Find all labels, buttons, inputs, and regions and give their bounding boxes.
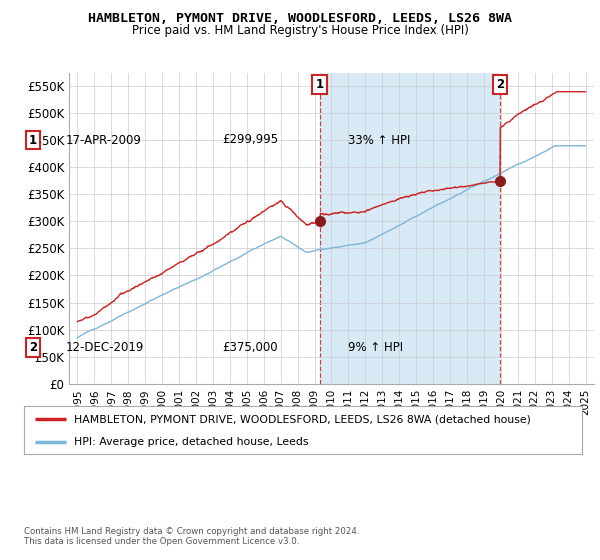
Text: HPI: Average price, detached house, Leeds: HPI: Average price, detached house, Leed… xyxy=(74,437,309,447)
Bar xyxy=(320,73,500,384)
Text: £375,000: £375,000 xyxy=(222,340,278,354)
Text: 33% ↑ HPI: 33% ↑ HPI xyxy=(348,133,410,147)
Text: HAMBLETON, PYMONT DRIVE, WOODLESFORD, LEEDS, LS26 8WA: HAMBLETON, PYMONT DRIVE, WOODLESFORD, LE… xyxy=(88,12,512,25)
Text: £299,995: £299,995 xyxy=(222,133,278,147)
Text: 1: 1 xyxy=(316,78,324,91)
Text: 1: 1 xyxy=(29,133,37,147)
Text: HAMBLETON, PYMONT DRIVE, WOODLESFORD, LEEDS, LS26 8WA (detached house): HAMBLETON, PYMONT DRIVE, WOODLESFORD, LE… xyxy=(74,414,531,424)
Text: 2: 2 xyxy=(29,340,37,354)
Text: 9% ↑ HPI: 9% ↑ HPI xyxy=(348,340,403,354)
Text: 17-APR-2009: 17-APR-2009 xyxy=(66,133,142,147)
Text: 12-DEC-2019: 12-DEC-2019 xyxy=(66,340,145,354)
Text: Price paid vs. HM Land Registry's House Price Index (HPI): Price paid vs. HM Land Registry's House … xyxy=(131,24,469,36)
Text: Contains HM Land Registry data © Crown copyright and database right 2024.
This d: Contains HM Land Registry data © Crown c… xyxy=(24,526,359,546)
Text: 2: 2 xyxy=(496,78,504,91)
